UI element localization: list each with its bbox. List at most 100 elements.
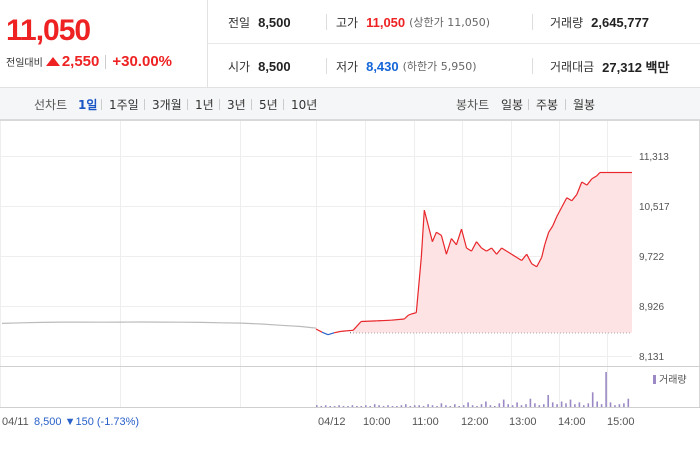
- volume-bar: [378, 405, 380, 407]
- divider: [528, 99, 529, 110]
- range-1d[interactable]: 1일: [78, 98, 98, 112]
- volume-bar: [525, 404, 527, 407]
- change-line: 전일대비 2,550 +30.00%: [6, 53, 172, 70]
- stat-value: 8,500: [258, 14, 291, 30]
- series-today-segment: [561, 197, 568, 208]
- volume-bar: [587, 403, 590, 407]
- range-1y[interactable]: 1년: [195, 98, 214, 112]
- volume-bar: [400, 405, 403, 407]
- divider: [565, 99, 566, 110]
- x-tick-label: 04/11: [2, 416, 29, 428]
- change-percent: +30.00%: [112, 53, 172, 70]
- volume-bar: [498, 403, 501, 407]
- volume-bar: [333, 406, 336, 407]
- volume-bar: [462, 405, 465, 407]
- volume-bar: [373, 404, 376, 407]
- volume-bar: [382, 406, 385, 407]
- volume-bar: [476, 406, 478, 407]
- price-chart-svg: 11,313 10,517 9,722 8,926 8,131 거래량 04/11 04/12…: [0, 120, 700, 428]
- divider: [326, 58, 327, 74]
- series-today-segment: [415, 257, 422, 313]
- price-fill: [353, 172, 632, 333]
- series-today-segment: [556, 206, 563, 217]
- candle-monthly[interactable]: 월봉: [573, 98, 596, 112]
- axis-labels: 11,313 10,517 9,722 8,926 8,131 거래량 04/11 04/12…: [2, 152, 687, 428]
- x-tick-label: 14:00: [558, 416, 586, 428]
- volume-bar: [338, 405, 340, 407]
- series-today-segment: [427, 225, 433, 242]
- volume-legend-label: 거래량: [659, 374, 687, 386]
- volume-bar: [422, 406, 425, 407]
- series-today-segment: [486, 247, 492, 252]
- series-today-segment: [566, 197, 573, 202]
- series-today-segment: [536, 257, 543, 268]
- line-chart-tab[interactable]: 선차트: [34, 98, 68, 112]
- series-today-segment: [436, 231, 442, 236]
- volume-bar: [534, 403, 536, 407]
- volume-bar: [409, 406, 412, 407]
- volume-bar: [511, 405, 514, 407]
- stat-volume: 거래량 2,645,777: [550, 0, 649, 44]
- range-3y[interactable]: 3년: [227, 98, 246, 112]
- series-today-segment: [470, 241, 478, 252]
- current-price: 11,050: [6, 14, 91, 47]
- candle-weekly[interactable]: 주봉: [536, 98, 559, 112]
- volume-bar: [583, 405, 585, 407]
- series-today-segment: [466, 247, 472, 252]
- volume-bar: [396, 406, 398, 407]
- series-today-segment: [333, 330, 341, 334]
- range-3m[interactable]: 3개월: [152, 98, 182, 112]
- volume-bar: [316, 405, 318, 407]
- series-today-segment: [511, 253, 517, 258]
- volume-bar: [494, 406, 496, 407]
- series-today-segment: [455, 228, 463, 245]
- range-5y[interactable]: 5년: [259, 98, 278, 112]
- series-today-segment: [445, 238, 452, 255]
- volume-bar: [574, 404, 576, 407]
- series-today-segment: [403, 314, 409, 320]
- series-today-segment: [420, 210, 425, 258]
- chart-grid: [0, 120, 700, 408]
- divider: [144, 99, 145, 110]
- series-today-segment: [391, 318, 405, 321]
- price-box: 11,050 전일대비 2,550 +30.00%: [0, 0, 208, 88]
- stat-value: 8,430: [366, 58, 399, 74]
- stat-label: 시가: [228, 59, 251, 74]
- series-today-segment: [544, 232, 550, 245]
- series-today-segment: [496, 247, 503, 255]
- series-today-segment: [408, 313, 412, 316]
- series-today-segment: [321, 331, 329, 336]
- volume-bar: [529, 398, 532, 407]
- series-today-segment: [576, 181, 583, 195]
- volume-bar: [569, 399, 572, 407]
- stat-value: 8,500: [258, 58, 291, 74]
- volume-bar: [614, 405, 616, 407]
- upper-limit: (상한가 11,050): [409, 16, 491, 29]
- volume-bar: [520, 405, 523, 407]
- series-today-segment: [526, 253, 533, 264]
- stat-label: 저가: [336, 59, 359, 74]
- volume-bar: [623, 403, 625, 407]
- stat-turnover: 거래대금 27,312 백만: [550, 44, 669, 88]
- volume-bar: [445, 405, 447, 407]
- volume-bar: [405, 404, 407, 407]
- range-10y[interactable]: 10년: [291, 98, 318, 112]
- volume-bar: [458, 406, 460, 407]
- volume-bar: [480, 404, 483, 407]
- volume-bar: [596, 401, 598, 407]
- y-tick-label: 9,722: [639, 252, 664, 263]
- x-tick-label: 10:00: [363, 416, 391, 428]
- volume-bar: [471, 405, 474, 407]
- candle-daily[interactable]: 일봉: [501, 98, 524, 112]
- volume-bar: [485, 401, 487, 407]
- volume-bar: [556, 404, 558, 407]
- divider: [532, 14, 533, 30]
- candle-chart-tab[interactable]: 봉차트: [456, 98, 490, 112]
- stats-row-1: 전일 8,500 고가 11,050 (상한가 11,050) 거래량 2,64…: [208, 0, 700, 44]
- volume-bar: [618, 404, 621, 407]
- series-today-segment: [581, 181, 588, 186]
- range-1w[interactable]: 1주일: [109, 98, 139, 112]
- volume-bar: [600, 404, 603, 407]
- stat-high: 고가 11,050 (상한가 11,050): [336, 0, 490, 44]
- series-today-segment: [506, 250, 512, 255]
